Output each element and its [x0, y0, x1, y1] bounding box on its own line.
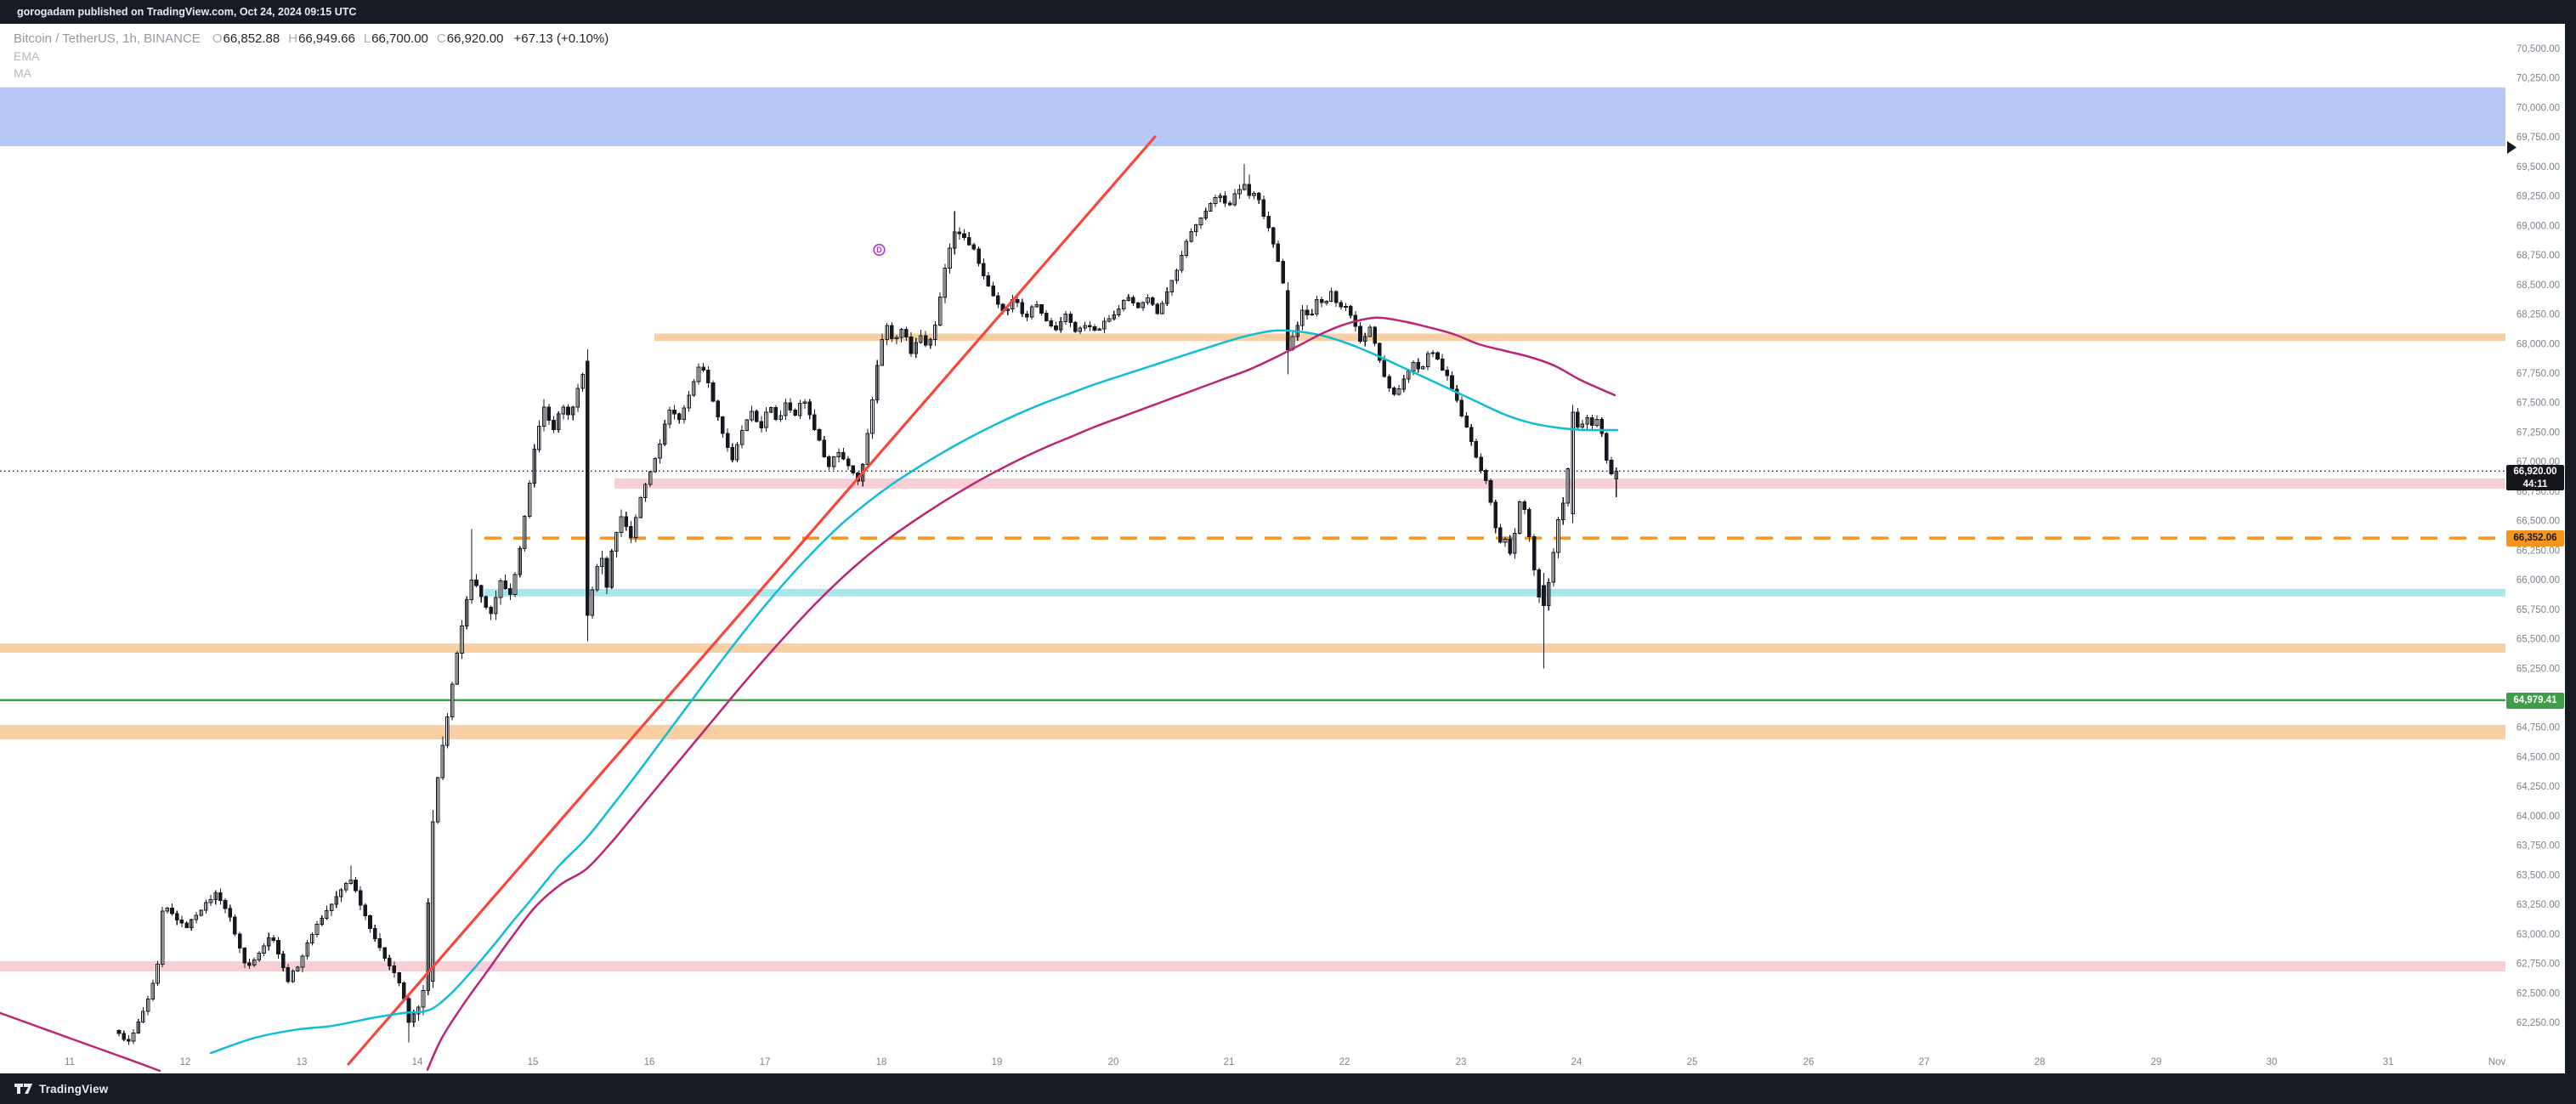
- tradingview-logo-icon[interactable]: [14, 1079, 33, 1098]
- band-zone-pink-62700: [0, 961, 2505, 971]
- price-tick: 66,500.00: [2517, 517, 2560, 527]
- price-tick: 62,750.00: [2517, 960, 2560, 970]
- price-tick: 68,500.00: [2517, 280, 2560, 291]
- time-tick: 27: [1919, 1057, 1930, 1067]
- time-tick: 12: [180, 1057, 191, 1067]
- level-price-label: 64,979.41: [2506, 693, 2564, 709]
- price-tick: 64,500.00: [2517, 753, 2560, 763]
- time-tick: 19: [992, 1057, 1003, 1067]
- band-zone-cyan-65900: [484, 588, 2505, 597]
- time-tick: 11: [65, 1057, 75, 1067]
- curve-ema[interactable]: [209, 329, 1619, 1055]
- price-tick: 63,500.00: [2517, 870, 2560, 880]
- trendline-drawing[interactable]: [347, 135, 1157, 1066]
- price-tick: 62,250.00: [2517, 1018, 2560, 1028]
- price-tick: 65,250.00: [2517, 664, 2560, 674]
- price-tick: 69,750.00: [2517, 133, 2560, 143]
- time-tick: 28: [2035, 1057, 2046, 1067]
- price-tick: 70,500.00: [2517, 44, 2560, 54]
- price-tick: 64,000.00: [2517, 812, 2560, 822]
- band-support-65400: [0, 643, 2505, 653]
- last-price-value: 66,920.00: [2513, 467, 2557, 477]
- curve-ma[interactable]: [426, 316, 1616, 1071]
- tradingview-brand-text[interactable]: TradingView: [39, 1082, 109, 1096]
- time-tick: 25: [1687, 1057, 1698, 1067]
- price-tick: 63,250.00: [2517, 900, 2560, 910]
- price-tick: 69,500.00: [2517, 162, 2560, 173]
- last-price-label: 66,920.00 44:11: [2506, 465, 2564, 490]
- time-tick: 22: [1339, 1057, 1350, 1067]
- price-tick: 66,250.00: [2517, 546, 2560, 556]
- time-tick: 29: [2151, 1057, 2162, 1067]
- price-tick: 63,000.00: [2517, 930, 2560, 940]
- time-tick: 30: [2267, 1057, 2278, 1067]
- publish-bar-marker-icon: [2507, 141, 2517, 154]
- time-tick: 14: [412, 1057, 423, 1067]
- time-tick: 15: [528, 1057, 539, 1067]
- price-tick: 68,250.00: [2517, 310, 2560, 320]
- time-tick: 18: [876, 1057, 887, 1067]
- publish-info-text: gorogadam published on TradingView.com, …: [17, 6, 357, 18]
- time-tick: 24: [1571, 1057, 1582, 1067]
- time-tick: 23: [1456, 1057, 1467, 1067]
- chart-panel[interactable]: [0, 24, 2565, 1073]
- time-tick: 31: [2383, 1057, 2394, 1067]
- price-tick: 66,000.00: [2517, 575, 2560, 586]
- time-tick: Nov: [2488, 1057, 2506, 1067]
- band-support-64700: [0, 724, 2505, 739]
- time-tick: 16: [644, 1057, 655, 1067]
- time-tick: 21: [1224, 1057, 1235, 1067]
- bar-countdown: 44:11: [2522, 479, 2548, 490]
- price-tick: 68,000.00: [2517, 339, 2560, 349]
- price-tick: 68,750.00: [2517, 251, 2560, 261]
- publish-info-bar: gorogadam published on TradingView.com, …: [0, 0, 2576, 24]
- price-tick: 67,500.00: [2517, 399, 2560, 409]
- time-tick: 13: [297, 1057, 308, 1067]
- price-tick: 70,000.00: [2517, 104, 2560, 114]
- alert-price-label: 66,352.06: [2506, 530, 2564, 546]
- price-tick: 64,250.00: [2517, 782, 2560, 792]
- band-resistance-68000: [654, 333, 2505, 342]
- footer-bar: TradingView: [0, 1073, 2576, 1104]
- event-marker-d-letter: D: [876, 246, 882, 254]
- price-tick: 65,750.00: [2517, 605, 2560, 615]
- band-zone-pink-66800: [614, 478, 2505, 489]
- price-tick: 63,750.00: [2517, 841, 2560, 852]
- event-marker-d-icon[interactable]: [873, 243, 886, 257]
- price-tick: 70,250.00: [2517, 74, 2560, 84]
- price-tick: 65,500.00: [2517, 635, 2560, 645]
- time-tick: 26: [1803, 1057, 1815, 1067]
- price-tick: 69,000.00: [2517, 221, 2560, 231]
- price-tick: 67,750.00: [2517, 369, 2560, 379]
- time-tick: 20: [1108, 1057, 1119, 1067]
- candlestick-series: [116, 164, 1619, 1045]
- price-axis[interactable]: 70,500.00 70,250.00 70,000.00 69,750.00 69,5…: [2517, 44, 2560, 1028]
- time-tick: 17: [760, 1057, 771, 1067]
- price-tick: 64,750.00: [2517, 723, 2560, 733]
- price-tick: 67,250.00: [2517, 428, 2560, 439]
- time-axis[interactable]: 11 12 13 14 15 16 17 18 19 20 21 22 23 24 25 26 27 28 29 30…: [65, 1057, 2505, 1067]
- curve-ma-left[interactable]: [0, 1011, 161, 1073]
- price-tick: 69,250.00: [2517, 192, 2560, 202]
- band-supply-zone-blue: [0, 87, 2505, 147]
- price-tick: 62,500.00: [2517, 988, 2560, 999]
